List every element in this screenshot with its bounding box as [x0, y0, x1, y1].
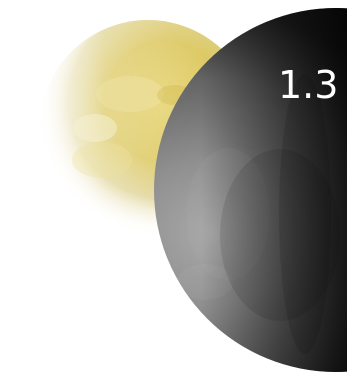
overlay-number: 1.3 — [278, 63, 339, 107]
